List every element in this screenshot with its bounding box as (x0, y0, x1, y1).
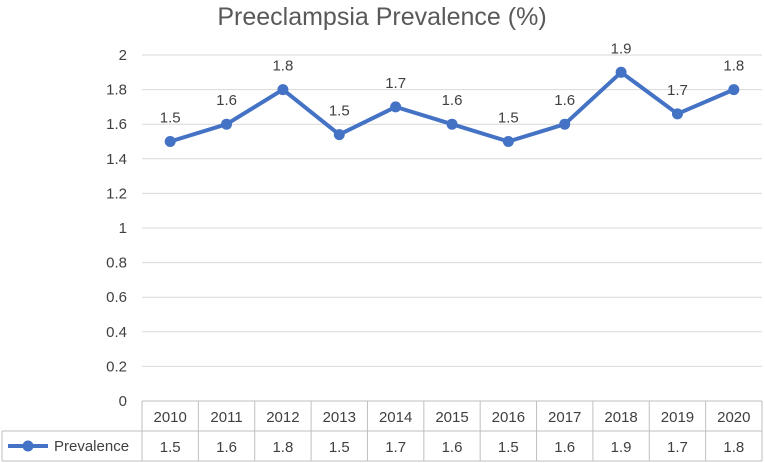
data-point (671, 108, 683, 120)
table-value-cell: 1.6 (554, 439, 575, 456)
table-value-cell: 1.7 (667, 439, 688, 456)
y-tick-label: 0.6 (106, 289, 127, 306)
x-category-label: 2020 (717, 409, 750, 426)
table-value-cell: 1.5 (498, 439, 519, 456)
x-category-label: 2016 (492, 409, 525, 426)
data-label: 1.5 (329, 103, 350, 120)
data-label: 1.7 (385, 75, 406, 92)
data-point (502, 136, 514, 147)
x-category-label: 2019 (661, 409, 694, 426)
data-label: 1.6 (216, 92, 237, 109)
data-labels: 1.5 1.6 1.8 1.5 1.7 1.6 1.5 1.6 1.9 1.7 1.8 (160, 40, 744, 126)
data-table: 2010 1.5 2011 1.6 2012 1.8 2013 1.5 2014 1.7 2015 1… (1, 400, 763, 462)
table-value-cell: 1.9 (611, 439, 632, 456)
data-point (164, 136, 176, 147)
y-tick-label: 2 (119, 47, 127, 64)
data-point (559, 118, 571, 130)
y-tick-label: 1.2 (106, 185, 127, 202)
data-label: 1.9 (611, 40, 632, 57)
data-label: 1.5 (498, 110, 519, 127)
y-tick-label: 0.2 (106, 358, 127, 375)
table-value-cell: 1.6 (216, 439, 237, 456)
data-point (221, 118, 233, 130)
data-label: 1.8 (723, 58, 744, 75)
y-tick-label: 0.8 (106, 255, 127, 272)
table-value-cell: 1.5 (160, 439, 181, 456)
table-value-cell: 1.8 (272, 439, 293, 456)
data-point (277, 84, 289, 96)
x-category-label: 2012 (266, 409, 299, 426)
data-markers (164, 66, 740, 147)
data-label: 1.6 (442, 92, 463, 109)
data-point (446, 118, 458, 130)
chart-title: Preeclampsia Prevalence (%) (217, 3, 546, 31)
x-category-label: 2017 (548, 409, 581, 426)
y-axis-ticks: 0 0.2 0.4 0.6 0.8 1 1.2 1.4 1.6 1.8 2 (106, 47, 127, 410)
table-value-cell: 1.7 (385, 439, 406, 456)
y-tick-label: 0 (119, 393, 127, 410)
x-category-label: 2011 (210, 409, 242, 426)
x-category-label: 2013 (323, 409, 356, 426)
legend-marker-key (22, 440, 34, 452)
data-point (615, 66, 627, 78)
gridlines (142, 54, 762, 367)
legend-series-name: Prevalence (54, 438, 129, 455)
data-label: 1.7 (667, 82, 688, 99)
y-tick-label: 1.6 (106, 116, 127, 133)
data-point (390, 101, 402, 113)
y-tick-label: 1.4 (106, 151, 127, 168)
y-tick-label: 1 (119, 220, 127, 237)
x-category-label: 2018 (604, 409, 637, 426)
x-category-label: 2010 (153, 409, 186, 426)
y-tick-label: 0.4 (106, 324, 127, 341)
x-category-label: 2014 (379, 409, 412, 426)
data-label: 1.6 (554, 92, 575, 109)
table-value-cell: 1.5 (329, 439, 350, 456)
data-point (728, 84, 740, 96)
table-value-cell: 1.8 (723, 439, 744, 456)
table-value-cell: 1.6 (442, 439, 463, 456)
x-category-label: 2015 (435, 409, 468, 426)
y-tick-label: 1.8 (106, 82, 127, 99)
data-point (333, 129, 345, 141)
data-label: 1.8 (272, 58, 293, 75)
data-label: 1.5 (160, 110, 181, 127)
